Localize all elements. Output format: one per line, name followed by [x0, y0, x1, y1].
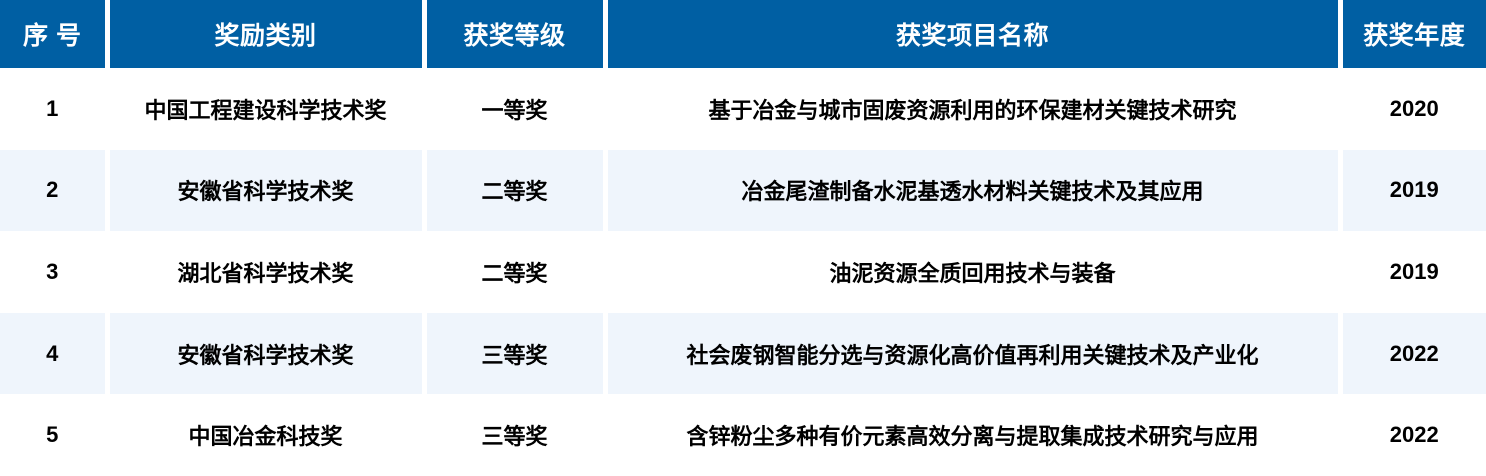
cell-project-name: 冶金尾渣制备水泥基透水材料关键技术及其应用: [605, 149, 1343, 232]
cell-project-name: 油泥资源全质回用技术与装备: [605, 231, 1343, 313]
cell-award-category: 安徽省科学技术奖: [107, 312, 427, 395]
cell-sequence: 4: [0, 312, 110, 395]
cell-award-year: 2019: [1340, 231, 1486, 313]
cell-sequence: 3: [0, 231, 110, 313]
cell-award-year: 2022: [1340, 312, 1486, 395]
table-header: 序 号 奖励类别 获奖等级 获奖项目名称 获奖年度: [0, 0, 1486, 68]
column-header-award-level: 获奖等级: [424, 0, 608, 68]
cell-award-level: 三等奖: [424, 394, 608, 476]
table-row: 3 湖北省科学技术奖 二等奖 油泥资源全质回用技术与装备 2019: [0, 231, 1486, 313]
cell-sequence: 1: [0, 68, 110, 150]
cell-award-year: 2020: [1340, 68, 1486, 150]
cell-award-category: 中国冶金科技奖: [107, 394, 427, 476]
cell-award-category: 湖北省科学技术奖: [107, 231, 427, 313]
cell-project-name: 基于冶金与城市固废资源利用的环保建材关键技术研究: [605, 68, 1343, 150]
column-header-sequence: 序 号: [0, 0, 110, 68]
cell-project-name: 含锌粉尘多种有价元素高效分离与提取集成技术研究与应用: [605, 394, 1343, 476]
column-header-award-year: 获奖年度: [1340, 0, 1486, 68]
cell-sequence: 2: [0, 149, 110, 232]
table-row: 2 安徽省科学技术奖 二等奖 冶金尾渣制备水泥基透水材料关键技术及其应用 201…: [0, 149, 1486, 232]
cell-project-name: 社会废钢智能分选与资源化高价值再利用关键技术及产业化: [605, 312, 1343, 395]
cell-award-category: 中国工程建设科学技术奖: [107, 68, 427, 150]
cell-award-year: 2022: [1340, 394, 1486, 476]
column-header-award-category: 奖励类别: [107, 0, 427, 68]
cell-award-level: 二等奖: [424, 231, 608, 313]
cell-award-level: 三等奖: [424, 312, 608, 395]
column-header-project-name: 获奖项目名称: [605, 0, 1343, 68]
cell-sequence: 5: [0, 394, 110, 476]
cell-award-level: 二等奖: [424, 149, 608, 232]
table-row: 5 中国冶金科技奖 三等奖 含锌粉尘多种有价元素高效分离与提取集成技术研究与应用…: [0, 394, 1486, 476]
table-body: 1 中国工程建设科学技术奖 一等奖 基于冶金与城市固废资源利用的环保建材关键技术…: [0, 68, 1486, 476]
table-row: 1 中国工程建设科学技术奖 一等奖 基于冶金与城市固废资源利用的环保建材关键技术…: [0, 68, 1486, 150]
table-header-row: 序 号 奖励类别 获奖等级 获奖项目名称 获奖年度: [0, 0, 1486, 68]
cell-award-year: 2019: [1340, 149, 1486, 232]
cell-award-level: 一等奖: [424, 68, 608, 150]
table-row: 4 安徽省科学技术奖 三等奖 社会废钢智能分选与资源化高价值再利用关键技术及产业…: [0, 312, 1486, 395]
cell-award-category: 安徽省科学技术奖: [107, 149, 427, 232]
